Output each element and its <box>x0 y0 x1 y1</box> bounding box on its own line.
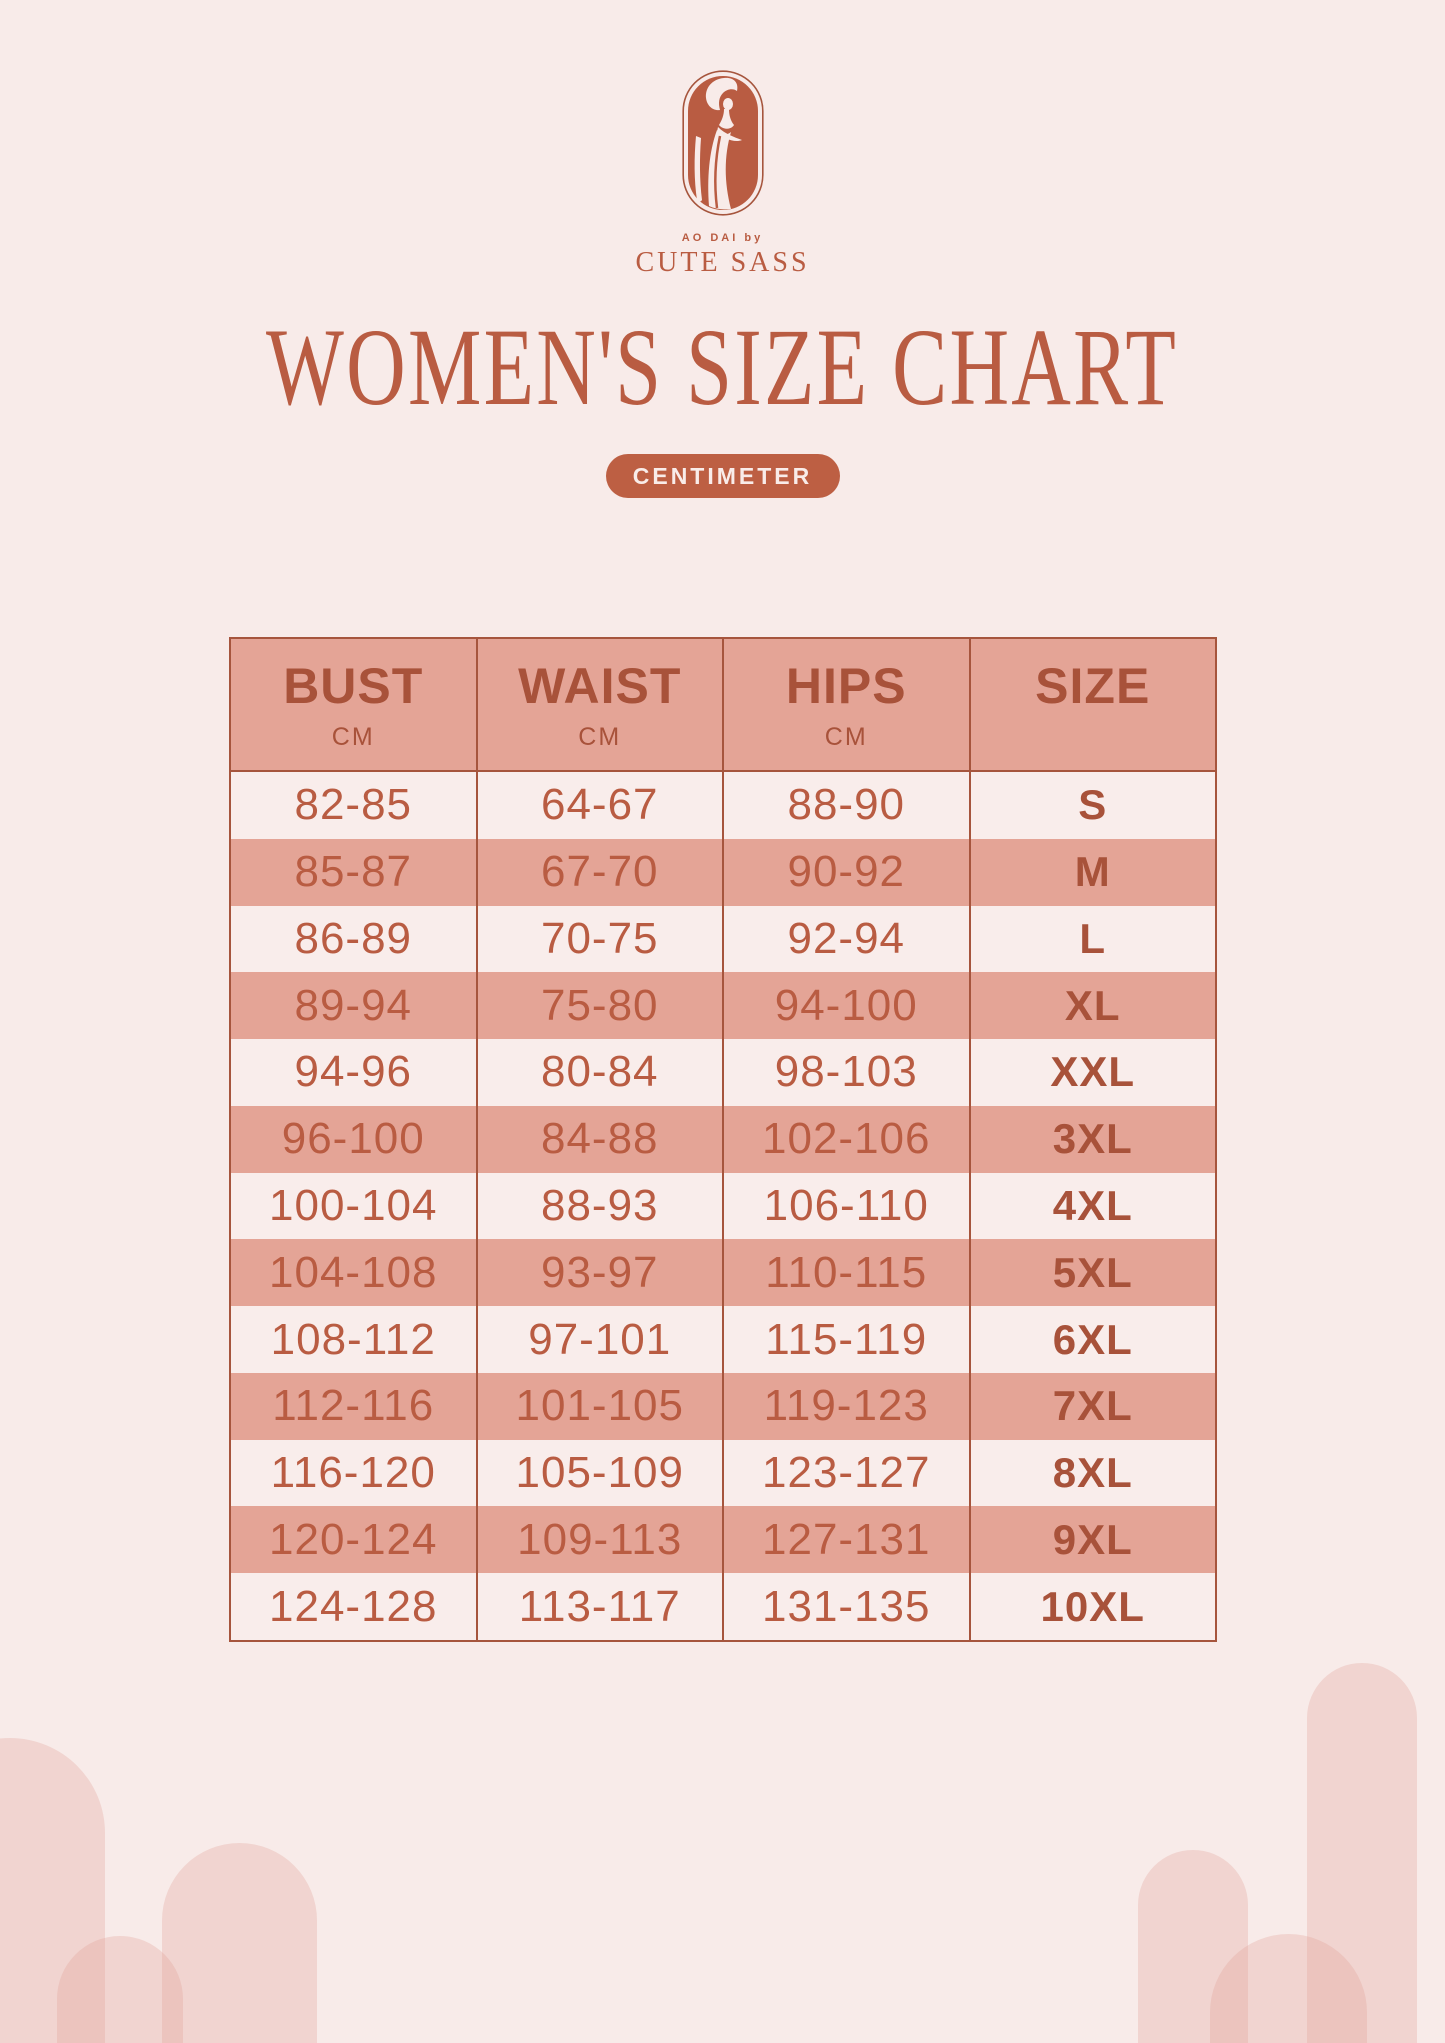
size-table: BUST CM WAIST CM HIPS CM SIZE 82-85 64-6… <box>229 637 1217 1642</box>
cell-hips: 106-110 <box>724 1172 971 1240</box>
cell-size: 7XL <box>1052 1382 1133 1430</box>
cell-waist: 105-109 <box>478 1439 724 1507</box>
table-row: 120-124 109-113 127-131 9XL <box>231 1506 1215 1574</box>
cell-hips: 127-131 <box>724 1506 971 1574</box>
cell-waist: 70-75 <box>478 905 724 973</box>
table-row: 108-112 97-101 115-119 6XL <box>231 1306 1215 1373</box>
table-row: 112-116 101-105 119-123 7XL <box>231 1372 1215 1440</box>
page-title: WOMEN'S SIZE CHART <box>0 312 1445 422</box>
cell-bust: 85-87 <box>231 838 478 906</box>
table-row: 100-104 88-93 106-110 4XL <box>231 1172 1215 1240</box>
table-row: 85-87 67-70 90-92 M <box>231 838 1215 906</box>
table-row: 116-120 105-109 123-127 8XL <box>231 1439 1215 1507</box>
brand-logo-woman-icon <box>681 70 764 216</box>
header-waist-label: WAIST <box>518 657 682 714</box>
cell-waist: 101-105 <box>478 1372 724 1440</box>
cell-size: XL <box>1064 981 1121 1029</box>
cell-hips: 102-106 <box>724 1105 971 1173</box>
cell-size: 5XL <box>1052 1248 1133 1296</box>
cell-waist: 75-80 <box>478 972 724 1040</box>
table-body: 82-85 64-67 88-90 S 85-87 67-70 90-92 M … <box>231 772 1215 1640</box>
cell-bust: 112-116 <box>231 1372 478 1440</box>
decorative-arch-left-small <box>57 1936 183 2043</box>
header-waist: WAIST CM <box>478 639 724 770</box>
cell-bust: 96-100 <box>231 1105 478 1173</box>
table-row: 86-89 70-75 92-94 L <box>231 905 1215 973</box>
cell-size: 8XL <box>1052 1449 1133 1497</box>
header-bust: BUST CM <box>231 639 478 770</box>
cell-hips: 94-100 <box>724 972 971 1040</box>
cell-waist: 67-70 <box>478 838 724 906</box>
cell-waist: 84-88 <box>478 1105 724 1173</box>
page-title-text: WOMEN'S SIZE CHART <box>266 306 1179 428</box>
unit-badge: CENTIMETER <box>605 454 840 498</box>
decorative-arch-right-medium <box>1138 1850 1248 2043</box>
cell-bust: 104-108 <box>231 1239 478 1307</box>
cell-hips: 90-92 <box>724 838 971 906</box>
cell-waist: 93-97 <box>478 1239 724 1307</box>
brand-header: AO DAI by CUTE SASS <box>0 70 1445 279</box>
cell-waist: 80-84 <box>478 1039 724 1106</box>
table-row: 94-96 80-84 98-103 XXL <box>231 1039 1215 1106</box>
cell-hips: 88-90 <box>724 772 971 839</box>
cell-waist: 97-101 <box>478 1306 724 1373</box>
cell-size: L <box>1079 914 1107 962</box>
table-row: 82-85 64-67 88-90 S <box>231 772 1215 839</box>
cell-bust: 100-104 <box>231 1172 478 1240</box>
cell-hips: 98-103 <box>724 1039 971 1106</box>
cell-size: 9XL <box>1052 1515 1133 1563</box>
header-hips-unit: CM <box>824 722 868 751</box>
table-row: 96-100 84-88 102-106 3XL <box>231 1105 1215 1173</box>
cell-hips: 110-115 <box>724 1239 971 1307</box>
decorative-arch-left-medium <box>162 1843 317 2043</box>
cell-bust: 94-96 <box>231 1039 478 1106</box>
table-row: 89-94 75-80 94-100 XL <box>231 972 1215 1040</box>
decorative-arch-left-tall <box>0 1738 105 2043</box>
header-waist-unit: CM <box>578 722 622 751</box>
header-size: SIZE <box>971 639 1216 770</box>
cell-size: 4XL <box>1052 1181 1133 1229</box>
cell-bust: 116-120 <box>231 1439 478 1507</box>
brand-tagline: AO DAI by <box>681 232 764 244</box>
cell-size: 6XL <box>1052 1315 1133 1363</box>
cell-hips: 119-123 <box>724 1372 971 1440</box>
cell-bust: 86-89 <box>231 905 478 973</box>
cell-bust: 89-94 <box>231 972 478 1040</box>
cell-size: 3XL <box>1052 1115 1133 1163</box>
header-size-label: SIZE <box>1035 657 1151 714</box>
cell-hips: 115-119 <box>724 1306 971 1373</box>
cell-waist: 64-67 <box>478 772 724 839</box>
cell-waist: 109-113 <box>478 1506 724 1574</box>
cell-bust: 82-85 <box>231 772 478 839</box>
header-hips: HIPS CM <box>724 639 971 770</box>
cell-bust: 120-124 <box>231 1506 478 1574</box>
table-header: BUST CM WAIST CM HIPS CM SIZE <box>231 639 1215 772</box>
header-bust-unit: CM <box>331 722 375 751</box>
cell-size: S <box>1078 781 1108 829</box>
cell-bust: 124-128 <box>231 1573 478 1640</box>
header-bust-label: BUST <box>283 657 424 714</box>
cell-size: M <box>1074 848 1111 896</box>
cell-bust: 108-112 <box>231 1306 478 1373</box>
header-hips-label: HIPS <box>785 657 907 714</box>
cell-hips: 131-135 <box>724 1573 971 1640</box>
cell-hips: 123-127 <box>724 1439 971 1507</box>
cell-hips: 92-94 <box>724 905 971 973</box>
cell-size: 10XL <box>1040 1582 1145 1630</box>
table-row: 104-108 93-97 110-115 5XL <box>231 1239 1215 1307</box>
decorative-arch-right-tall <box>1307 1663 1417 2043</box>
table-row: 124-128 113-117 131-135 10XL <box>231 1573 1215 1640</box>
cell-waist: 88-93 <box>478 1172 724 1240</box>
cell-waist: 113-117 <box>478 1573 724 1640</box>
brand-name: CUTE SASS <box>635 247 810 278</box>
cell-size: XXL <box>1050 1048 1136 1096</box>
